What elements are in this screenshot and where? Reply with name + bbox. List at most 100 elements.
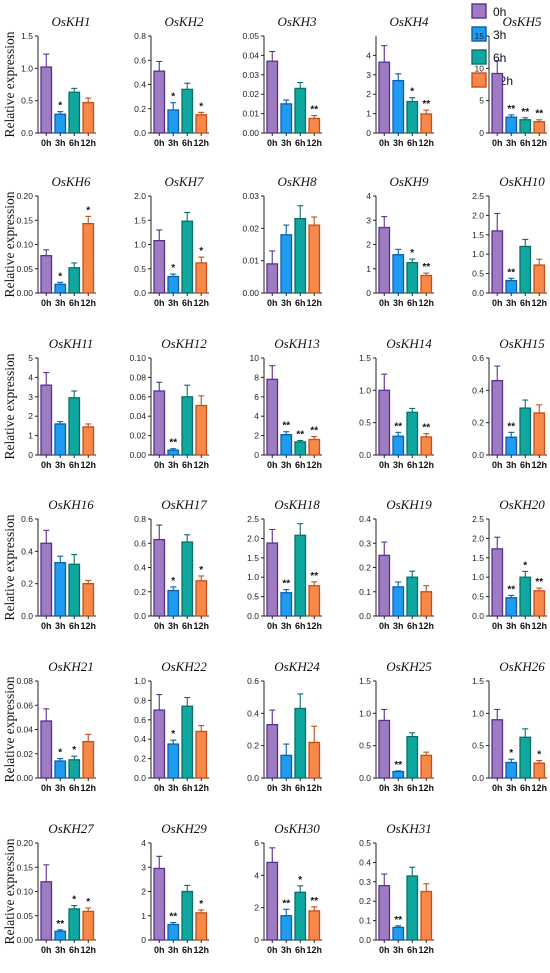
significance-mark: * — [58, 748, 62, 759]
bar-3h — [167, 449, 180, 456]
x-tick-label: 0h — [41, 138, 52, 148]
y-tick-label: 0.0 — [134, 288, 146, 298]
x-tick-label: 6h — [295, 138, 306, 148]
y-tick-label: 2 — [254, 903, 259, 913]
y-tick-label: 2 — [141, 887, 146, 897]
y-tick-label: 0.1 — [359, 587, 371, 597]
y-tick-label: 2.0 — [472, 533, 484, 543]
bar-12h — [82, 583, 95, 617]
x-tick-label: 12h — [531, 298, 547, 308]
y-tick-label: 1.5 — [134, 215, 146, 225]
y-tick-label: 5 — [28, 353, 33, 363]
significance-mark: * — [72, 895, 76, 906]
bar-6h — [181, 88, 194, 134]
panel-title: OsKH4 — [389, 14, 429, 29]
y-tick-label: 0.10 — [129, 353, 146, 363]
legend-swatch-0h — [471, 3, 487, 19]
significance-mark: ** — [535, 109, 543, 120]
y-tick-label: 0.4 — [134, 734, 146, 744]
y-tick-label: 0.03 — [242, 191, 259, 201]
bar-6h — [519, 576, 532, 617]
legend-label-6h: 6h — [493, 51, 506, 65]
panel-title: OsKH6 — [51, 174, 91, 189]
x-tick-label: 3h — [55, 460, 66, 470]
x-tick-label: 3h — [281, 945, 292, 955]
panel-oskh5: OsKH5 0 5 10 15 0h ** 3h ** 6h ** 12h — [475, 14, 547, 148]
y-tick-label: 0.4 — [359, 857, 371, 867]
x-tick-label: 3h — [281, 138, 292, 148]
bar-3h — [505, 279, 518, 294]
bar-3h — [167, 923, 180, 941]
x-tick-label: 3h — [281, 298, 292, 308]
x-tick-label: 3h — [168, 783, 179, 793]
x-tick-label: 0h — [41, 783, 52, 793]
bar-0h — [40, 66, 53, 134]
y-tick-label: 0.20 — [16, 191, 33, 201]
y-tick-label: 2 — [366, 89, 371, 99]
panel-title: OsKH15 — [499, 336, 545, 351]
y-tick-label: 0.01 — [242, 256, 259, 266]
panel-oskh15: OsKH15 0.0 0.2 0.4 0.6 0h ** 3h 6h 12h — [472, 336, 547, 470]
bar-0h — [491, 230, 504, 294]
x-tick-label: 6h — [182, 621, 193, 631]
panel-oskh25: OsKH25 0.0 0.5 1.0 1.5 0h ** 3h 6h 12h — [359, 659, 434, 793]
x-tick-label: 6h — [407, 945, 418, 955]
y-tick-label: 1.0 — [472, 708, 484, 718]
y-tick-label: 4 — [28, 372, 33, 382]
bar-0h — [153, 390, 166, 456]
panel-oskh26: OsKH26 0.0 0.5 1.0 1.5 0h * 3h 6h * 12h — [472, 659, 547, 793]
panel-oskh11: OsKH11 0 1 2 3 4 5 0h 3h 6h 12h — [28, 336, 96, 470]
bar-0h — [266, 724, 279, 779]
significance-mark: ** — [507, 267, 515, 278]
bar-0h — [378, 885, 391, 941]
y-tick-label: 0.00 — [16, 288, 33, 298]
y-tick-label: 0.04 — [16, 725, 33, 735]
panel-title: OsKH22 — [161, 659, 207, 674]
bar-0h — [266, 263, 279, 294]
bar-6h — [519, 407, 532, 456]
x-tick-label: 3h — [168, 298, 179, 308]
y-tick-label: 0 — [254, 450, 259, 460]
significance-mark: * — [171, 576, 175, 587]
bar-6h — [294, 217, 307, 294]
x-tick-label: 3h — [168, 621, 179, 631]
x-tick-label: 6h — [520, 138, 531, 148]
bar-6h — [294, 441, 307, 456]
panel-oskh19: OsKH19 0.0 0.1 0.2 0.3 0.4 0h 3h 6h 12h — [359, 497, 434, 631]
bar-0h — [153, 70, 166, 134]
y-tick-label: 0.10 — [16, 887, 33, 897]
x-tick-label: 0h — [154, 460, 165, 470]
bar-6h — [181, 220, 194, 294]
bar-12h — [195, 404, 208, 456]
x-tick-label: 6h — [295, 945, 306, 955]
x-tick-label: 0h — [154, 783, 165, 793]
x-tick-label: 6h — [407, 460, 418, 470]
y-tick-label: 0.4 — [21, 546, 33, 556]
bar-3h — [392, 770, 405, 779]
panel-oskh1: OsKH1 0.0 0.5 1.0 1.5 0h * 3h 6h 12h — [21, 14, 96, 148]
y-tick-label: 4 — [366, 50, 371, 60]
bar-3h — [392, 79, 405, 134]
x-tick-label: 6h — [295, 460, 306, 470]
bar-6h — [68, 267, 81, 294]
x-tick-label: 0h — [379, 460, 390, 470]
x-tick-label: 3h — [281, 783, 292, 793]
y-tick-label: 0.5 — [472, 592, 484, 602]
significance-mark: * — [199, 899, 203, 910]
panel-title: OsKH13 — [274, 336, 320, 351]
x-tick-label: 12h — [193, 298, 209, 308]
x-tick-label: 6h — [69, 621, 80, 631]
significance-mark: * — [199, 565, 203, 576]
significance-mark: ** — [169, 438, 177, 449]
y-tick-label: 0.15 — [16, 215, 33, 225]
significance-mark: ** — [507, 584, 515, 595]
panel-title: OsKH26 — [499, 659, 545, 674]
y-tick-label: 0.15 — [16, 862, 33, 872]
panel-oskh30: OsKH30 0 2 4 6 0h ** 3h * 6h ** 12h — [254, 821, 322, 955]
panel-title: OsKH25 — [386, 659, 432, 674]
bar-12h — [195, 730, 208, 779]
x-tick-label: 6h — [520, 783, 531, 793]
bar-6h — [406, 100, 419, 134]
bar-3h — [280, 234, 293, 294]
significance-mark: * — [171, 92, 175, 103]
